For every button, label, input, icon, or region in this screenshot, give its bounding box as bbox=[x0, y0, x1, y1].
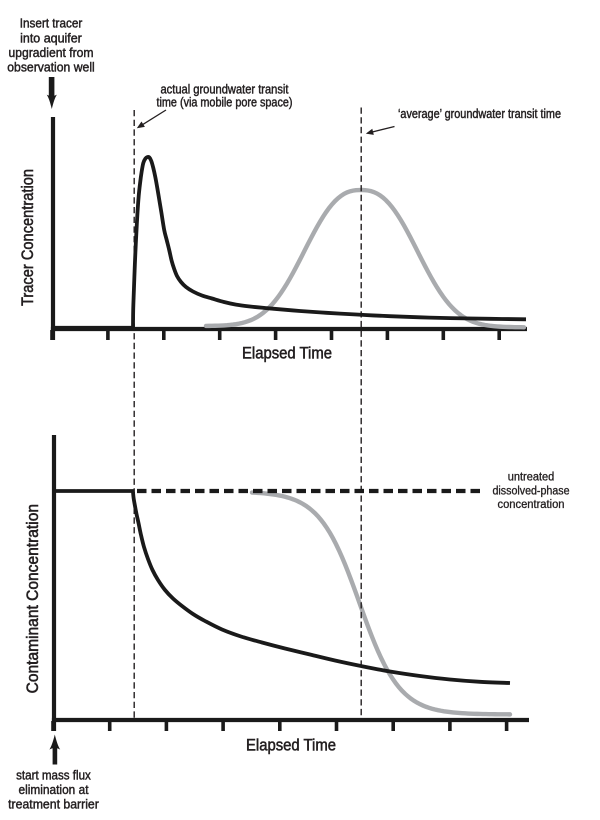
svg-text:Insert tracer: Insert tracer bbox=[20, 15, 83, 30]
svg-text:concentration: concentration bbox=[498, 499, 565, 511]
svg-text:into aquifer: into aquifer bbox=[20, 30, 82, 45]
svg-text:‘average’ groundwater transit: ‘average’ groundwater transit time bbox=[398, 107, 561, 121]
svg-text:Elapsed Time: Elapsed Time bbox=[246, 736, 336, 755]
svg-text:upgradient from: upgradient from bbox=[9, 45, 94, 60]
svg-text:observation well: observation well bbox=[7, 60, 95, 75]
svg-text:treatment barrier: treatment barrier bbox=[8, 796, 99, 811]
svg-text:Contaminant Concentration: Contaminant Concentration bbox=[24, 504, 42, 693]
svg-text:dissolved-phase: dissolved-phase bbox=[493, 486, 570, 498]
svg-text:actual groundwater transit: actual groundwater transit bbox=[161, 83, 289, 97]
svg-text:time (via mobile pore space): time (via mobile pore space) bbox=[157, 95, 293, 109]
svg-text:start mass flux: start mass flux bbox=[16, 767, 91, 782]
svg-text:untreated: untreated bbox=[508, 472, 555, 484]
svg-text:Elapsed Time: Elapsed Time bbox=[242, 344, 332, 363]
svg-text:Tracer Concentration: Tracer Concentration bbox=[19, 169, 37, 306]
svg-text:elimination at: elimination at bbox=[19, 782, 89, 797]
